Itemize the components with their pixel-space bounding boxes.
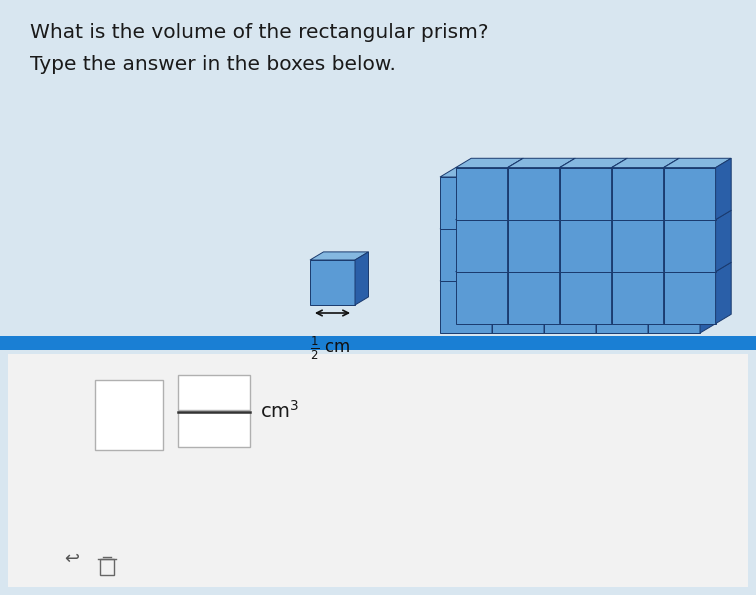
Polygon shape (507, 262, 523, 324)
Polygon shape (544, 229, 596, 281)
Polygon shape (440, 272, 507, 281)
Polygon shape (355, 252, 368, 305)
Polygon shape (507, 210, 575, 220)
Polygon shape (544, 220, 559, 281)
Polygon shape (507, 158, 523, 220)
Polygon shape (507, 210, 523, 272)
Polygon shape (310, 260, 355, 305)
Text: What is the volume of the rectangular prism?: What is the volume of the rectangular pr… (30, 23, 488, 42)
Polygon shape (664, 272, 716, 324)
Polygon shape (507, 262, 575, 272)
Text: cm$^3$: cm$^3$ (260, 400, 299, 422)
Polygon shape (492, 272, 559, 281)
Polygon shape (596, 220, 612, 281)
Polygon shape (612, 272, 664, 324)
Polygon shape (700, 272, 716, 333)
Polygon shape (596, 272, 664, 281)
Polygon shape (544, 272, 612, 281)
Polygon shape (596, 220, 664, 229)
Polygon shape (544, 220, 612, 229)
Polygon shape (559, 158, 575, 220)
Polygon shape (492, 220, 559, 229)
Polygon shape (612, 210, 627, 272)
Polygon shape (544, 168, 559, 229)
Polygon shape (596, 168, 664, 177)
Polygon shape (664, 168, 716, 220)
Polygon shape (648, 272, 664, 333)
Polygon shape (456, 158, 523, 168)
Polygon shape (664, 210, 731, 220)
Polygon shape (492, 168, 507, 229)
Polygon shape (559, 272, 612, 324)
Polygon shape (612, 210, 679, 220)
Polygon shape (456, 220, 507, 272)
Polygon shape (664, 262, 731, 272)
Polygon shape (612, 220, 664, 272)
Text: ↩: ↩ (64, 550, 79, 568)
Polygon shape (664, 262, 679, 324)
Polygon shape (664, 158, 679, 220)
Polygon shape (440, 220, 507, 229)
Polygon shape (544, 168, 612, 177)
Polygon shape (648, 272, 716, 281)
Polygon shape (492, 281, 544, 333)
Polygon shape (507, 220, 559, 272)
Polygon shape (559, 158, 627, 168)
Polygon shape (596, 229, 648, 281)
Polygon shape (716, 210, 731, 272)
Polygon shape (596, 281, 648, 333)
Polygon shape (456, 168, 507, 220)
Polygon shape (648, 177, 700, 229)
Polygon shape (440, 281, 492, 333)
Polygon shape (612, 158, 627, 220)
Polygon shape (544, 281, 596, 333)
Text: Type the answer in the boxes below.: Type the answer in the boxes below. (30, 55, 396, 74)
Polygon shape (664, 210, 679, 272)
Polygon shape (612, 158, 679, 168)
Polygon shape (596, 177, 648, 229)
Polygon shape (492, 229, 544, 281)
Polygon shape (544, 272, 559, 333)
Polygon shape (596, 168, 612, 229)
FancyBboxPatch shape (95, 380, 163, 450)
Polygon shape (648, 168, 716, 177)
Polygon shape (648, 281, 700, 333)
Polygon shape (507, 272, 559, 324)
Polygon shape (664, 158, 731, 168)
FancyBboxPatch shape (8, 354, 748, 587)
Text: $\frac{1}{2}$ cm: $\frac{1}{2}$ cm (310, 335, 350, 362)
Polygon shape (559, 262, 575, 324)
Polygon shape (440, 229, 492, 281)
Polygon shape (612, 262, 627, 324)
Polygon shape (456, 210, 523, 220)
FancyBboxPatch shape (0, 336, 756, 350)
Polygon shape (716, 158, 731, 220)
Polygon shape (648, 168, 664, 229)
Polygon shape (440, 168, 507, 177)
Polygon shape (492, 177, 544, 229)
Polygon shape (612, 168, 664, 220)
Polygon shape (559, 210, 575, 272)
Polygon shape (648, 220, 664, 281)
Polygon shape (596, 272, 612, 333)
Polygon shape (716, 262, 731, 324)
Polygon shape (492, 168, 559, 177)
Polygon shape (492, 220, 507, 281)
Polygon shape (700, 168, 716, 229)
Polygon shape (310, 252, 368, 260)
Polygon shape (440, 177, 492, 229)
Polygon shape (456, 262, 523, 272)
Polygon shape (544, 177, 596, 229)
Polygon shape (507, 158, 575, 168)
Polygon shape (664, 220, 716, 272)
Polygon shape (492, 272, 507, 333)
Polygon shape (559, 168, 612, 220)
FancyBboxPatch shape (178, 375, 250, 410)
Polygon shape (612, 262, 679, 272)
Polygon shape (507, 168, 559, 220)
Polygon shape (700, 220, 716, 281)
FancyBboxPatch shape (178, 412, 250, 447)
Polygon shape (559, 210, 627, 220)
Polygon shape (559, 220, 612, 272)
